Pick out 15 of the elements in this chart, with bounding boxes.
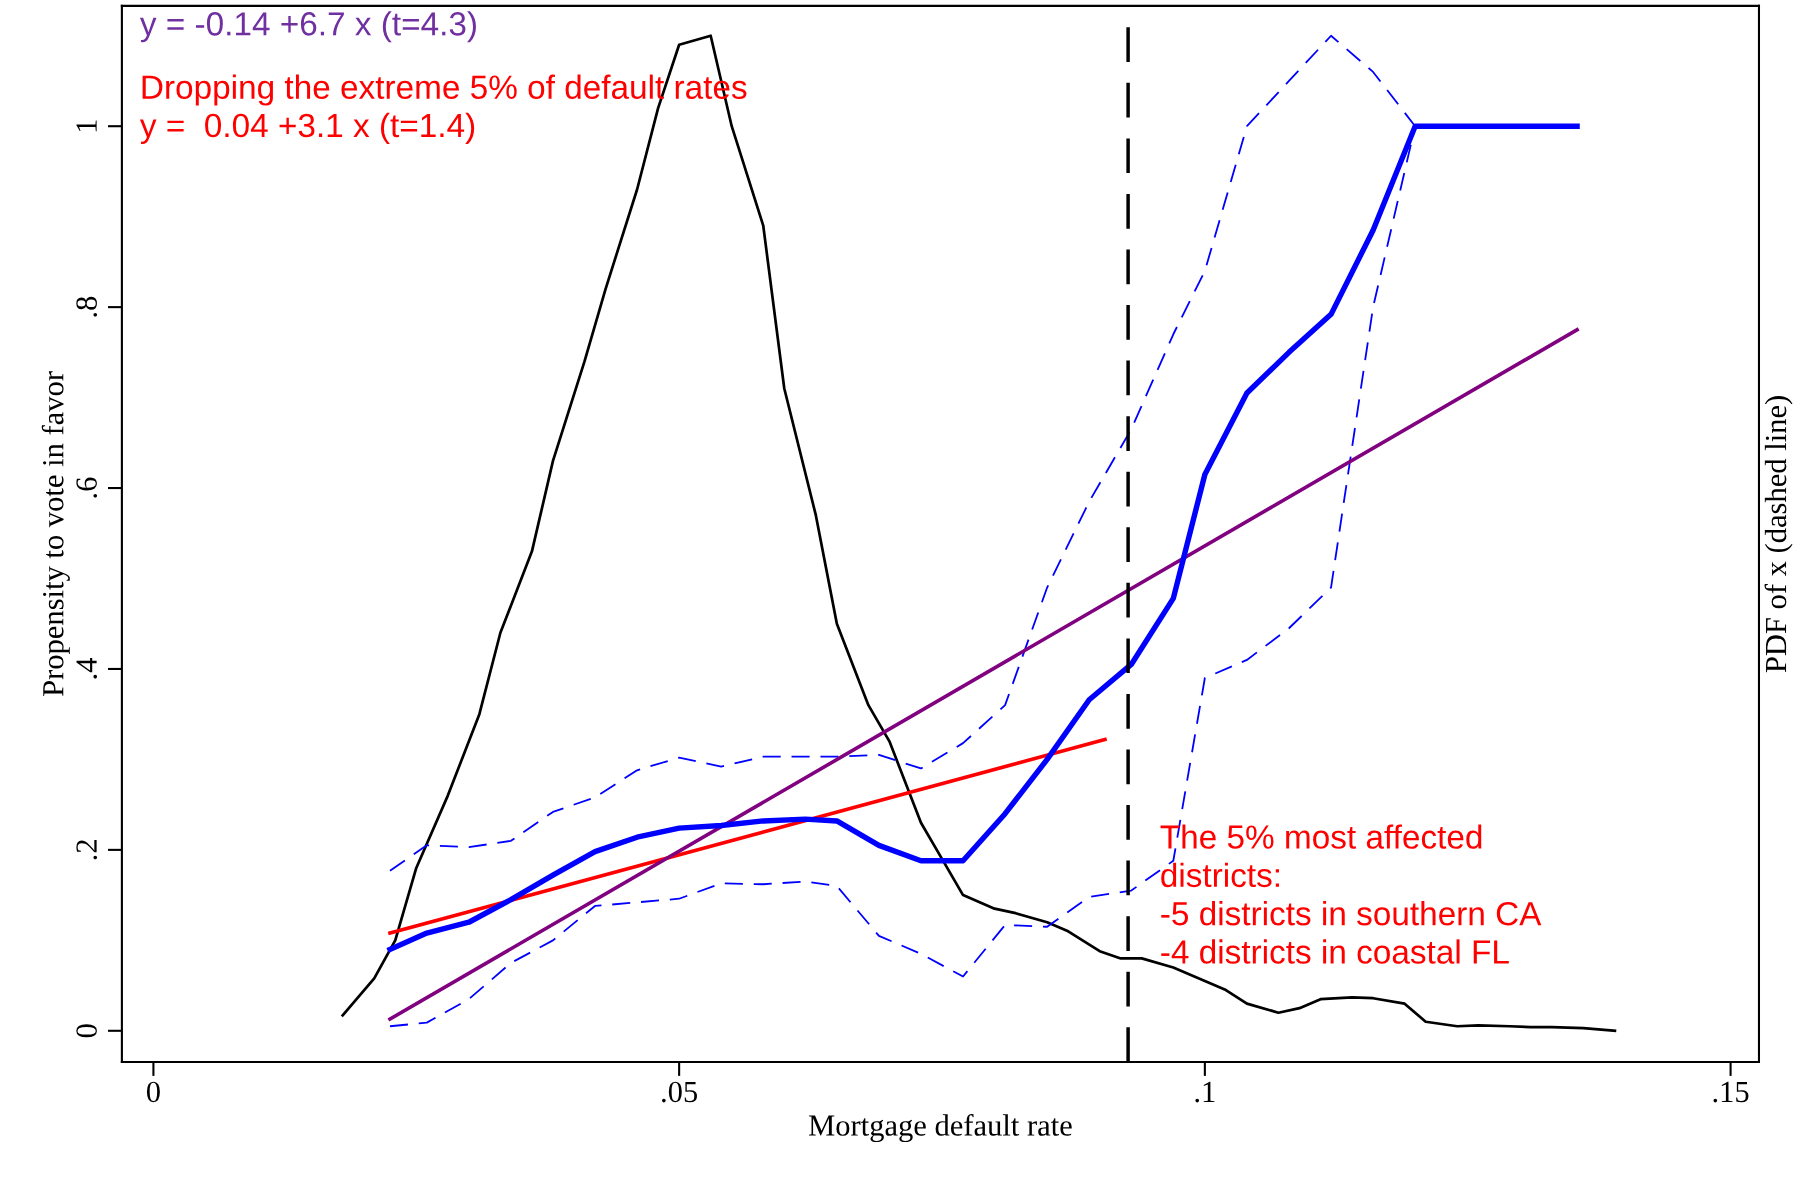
y-tick-label: 0 (76, 1024, 97, 1038)
annotation: y = -0.14 +6.7 x (t=4.3) (139, 11, 476, 43)
y-tick-label: .6 (76, 477, 98, 498)
y-tick-label: .2 (76, 840, 98, 860)
x-axis-title: Mortgage default rate (808, 1114, 1072, 1143)
y-tick-label: .4 (76, 657, 98, 679)
y2-axis-title: PDF of x (dashed line) (1764, 396, 1793, 673)
x-tick-label: .05 (662, 1081, 698, 1103)
x-tick-label: .1 (1195, 1081, 1215, 1103)
y-axis-title: Propensity to vote in favor (41, 371, 70, 697)
x-tick-label: 0 (146, 1081, 160, 1103)
annotation: The 5% most affected districts: -5 districts in southern CA -4 districts in coastal FL (1160, 824, 1542, 964)
x-tick-label: .15 (1713, 1081, 1749, 1103)
y-tick-label: 1 (76, 120, 97, 132)
y-tick-label: .8 (76, 296, 98, 317)
